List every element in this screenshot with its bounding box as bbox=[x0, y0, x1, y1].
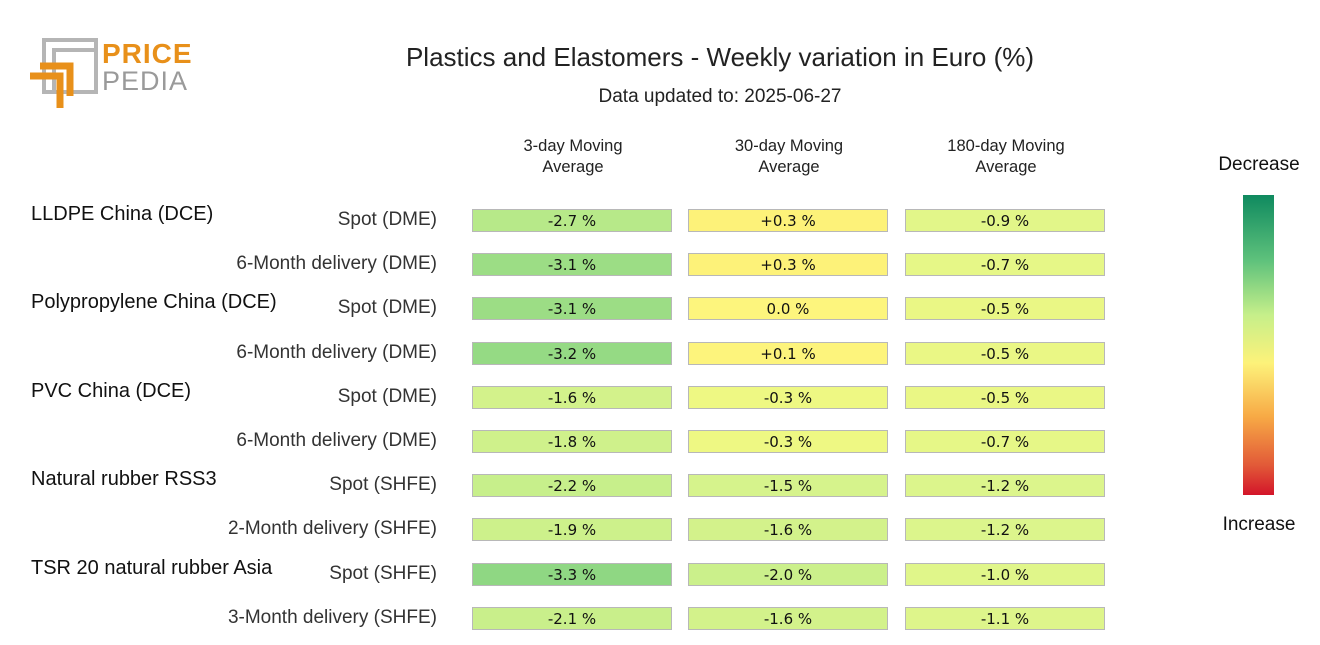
row-label: 6-Month delivery (DME) bbox=[236, 341, 437, 363]
heatmap-cell: 0.0 % bbox=[688, 297, 888, 321]
heatmap-cell: -0.5 % bbox=[905, 297, 1105, 321]
heatmap-cell: -1.0 % bbox=[905, 562, 1105, 586]
group-label: Polypropylene China (DCE) bbox=[31, 291, 277, 314]
heatmap-cell: -2.7 % bbox=[472, 209, 672, 232]
heatmap-cell: +0.3 % bbox=[688, 253, 888, 277]
row-label: Spot (SHFE) bbox=[329, 474, 437, 496]
heatmap-cell: -0.7 % bbox=[905, 253, 1105, 277]
column-header: 30-day Moving Average bbox=[734, 137, 844, 176]
row-label: Spot (SHFE) bbox=[329, 562, 437, 584]
heatmap-cell: -1.9 % bbox=[472, 518, 672, 542]
group-label: TSR 20 natural rubber Asia bbox=[31, 556, 273, 579]
row-label: Spot (DME) bbox=[337, 297, 437, 319]
heatmap-cell: -2.2 % bbox=[472, 474, 672, 498]
heatmap-cell: -0.7 % bbox=[905, 430, 1105, 453]
heatmap-cell: -0.3 % bbox=[688, 385, 888, 409]
legend-increase-label: Increase bbox=[1222, 514, 1296, 535]
heatmap-cell: -1.6 % bbox=[688, 518, 888, 542]
heatmap-cell: +0.3 % bbox=[688, 209, 888, 232]
pricepedia-logo bbox=[30, 38, 98, 108]
heatmap-cell: -3.1 % bbox=[472, 253, 672, 277]
heatmap-cell: -1.2 % bbox=[905, 518, 1105, 542]
chart-title: Plastics and Elastomers - Weekly variati… bbox=[405, 42, 1035, 72]
logo-text-price: PRICE bbox=[102, 38, 193, 69]
legend-color-bar bbox=[1243, 195, 1274, 495]
logo-text-pedia: PEDIA bbox=[102, 66, 189, 96]
row-label: 2-Month delivery (SHFE) bbox=[227, 518, 437, 540]
legend-decrease-label: Decrease bbox=[1218, 154, 1300, 175]
chart-subtitle: Data updated to: 2025-06-27 bbox=[598, 86, 842, 107]
group-label: PVC China (DCE) bbox=[31, 379, 192, 402]
group-label: Natural rubber RSS3 bbox=[31, 468, 217, 491]
heatmap-cell: -1.6 % bbox=[472, 385, 672, 409]
heatmap-cell: -3.1 % bbox=[472, 297, 672, 321]
heatmap-cell: -1.6 % bbox=[688, 606, 888, 630]
row-label: 6-Month delivery (DME) bbox=[236, 430, 437, 451]
row-label: 3-Month delivery (SHFE) bbox=[227, 606, 437, 628]
heatmap-cell: -1.1 % bbox=[905, 606, 1105, 630]
column-header: 180-day Moving Average bbox=[947, 137, 1065, 176]
heatmap-cell: +0.1 % bbox=[688, 341, 888, 365]
heatmap-cell: -0.9 % bbox=[905, 209, 1105, 232]
heatmap-cell: -1.5 % bbox=[688, 474, 888, 498]
heatmap-cell: -0.3 % bbox=[688, 430, 888, 453]
row-label: 6-Month delivery (DME) bbox=[236, 253, 437, 275]
row-label: Spot (DME) bbox=[337, 209, 437, 230]
heatmap-cell: -2.0 % bbox=[688, 562, 888, 586]
heatmap-cell: -3.2 % bbox=[472, 341, 672, 365]
heatmap-cell: -0.5 % bbox=[905, 385, 1105, 409]
heatmap-cell: -0.5 % bbox=[905, 341, 1105, 365]
heatmap-cell: -1.8 % bbox=[472, 430, 672, 453]
heatmap-cell: -2.1 % bbox=[472, 606, 672, 630]
group-label: LLDPE China (DCE) bbox=[31, 203, 214, 225]
row-label: Spot (DME) bbox=[337, 385, 437, 407]
column-header: 3-day Moving Average bbox=[523, 137, 623, 176]
heatmap-cell: -3.3 % bbox=[472, 562, 672, 586]
heatmap-cell: -1.2 % bbox=[905, 474, 1105, 498]
